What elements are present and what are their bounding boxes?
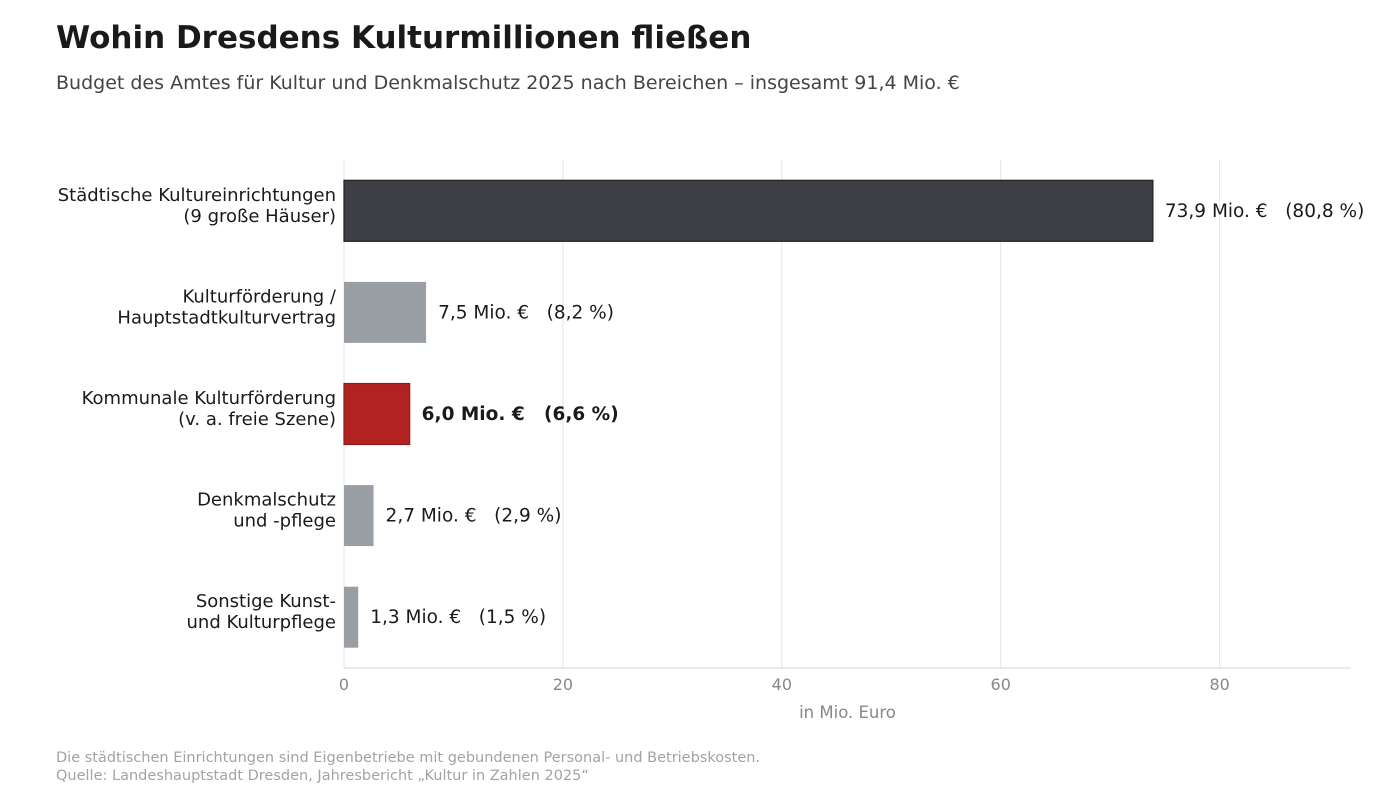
category-label: (v. a. freie Szene) xyxy=(178,409,336,430)
x-axis-label: in Mio. Euro xyxy=(799,703,896,722)
category-label: (9 große Häuser) xyxy=(183,206,336,227)
x-tick-label: 80 xyxy=(1209,675,1229,694)
value-label: 6,0 Mio. € (6,6 %) xyxy=(422,404,619,425)
bar-1 xyxy=(343,179,1154,242)
category-label: Kommunale Kulturförderung xyxy=(82,388,336,409)
footnote-note: Die städtischen Einrichtungen sind Eigen… xyxy=(56,750,761,766)
category-label: Städtische Kultureinrichtungen xyxy=(58,185,336,206)
category-label: Kulturförderung / xyxy=(182,286,336,307)
x-tick-label: 0 xyxy=(339,675,349,694)
value-label: 1,3 Mio. € (1,5 %) xyxy=(370,607,546,628)
x-tick-label: 40 xyxy=(772,675,792,694)
chart-subtitle: Budget des Amtes für Kultur und Denkmals… xyxy=(56,72,960,94)
bar-2 xyxy=(344,281,427,343)
category-label: Hauptstadtkulturvertrag xyxy=(117,307,336,328)
value-label: 73,9 Mio. € (80,8 %) xyxy=(1165,201,1364,222)
footnote-source: Quelle: Landeshauptstadt Dresden, Jahres… xyxy=(56,768,589,784)
value-label: 2,7 Mio. € (2,9 %) xyxy=(386,506,562,527)
category-label: und -pflege xyxy=(233,511,336,532)
category-label: Denkmalschutz xyxy=(197,490,336,511)
category-label: und Kulturpflege xyxy=(187,612,336,633)
x-tick-label: 60 xyxy=(991,675,1011,694)
bar-5 xyxy=(344,586,359,648)
category-label: Sonstige Kunst- xyxy=(196,591,336,612)
chart-title: Wohin Dresdens Kulturmillionen fließen xyxy=(56,20,752,56)
x-tick-label: 20 xyxy=(553,675,573,694)
bar-3 xyxy=(343,382,411,446)
value-label: 7,5 Mio. € (8,2 %) xyxy=(438,302,614,323)
bar-4 xyxy=(344,485,374,547)
